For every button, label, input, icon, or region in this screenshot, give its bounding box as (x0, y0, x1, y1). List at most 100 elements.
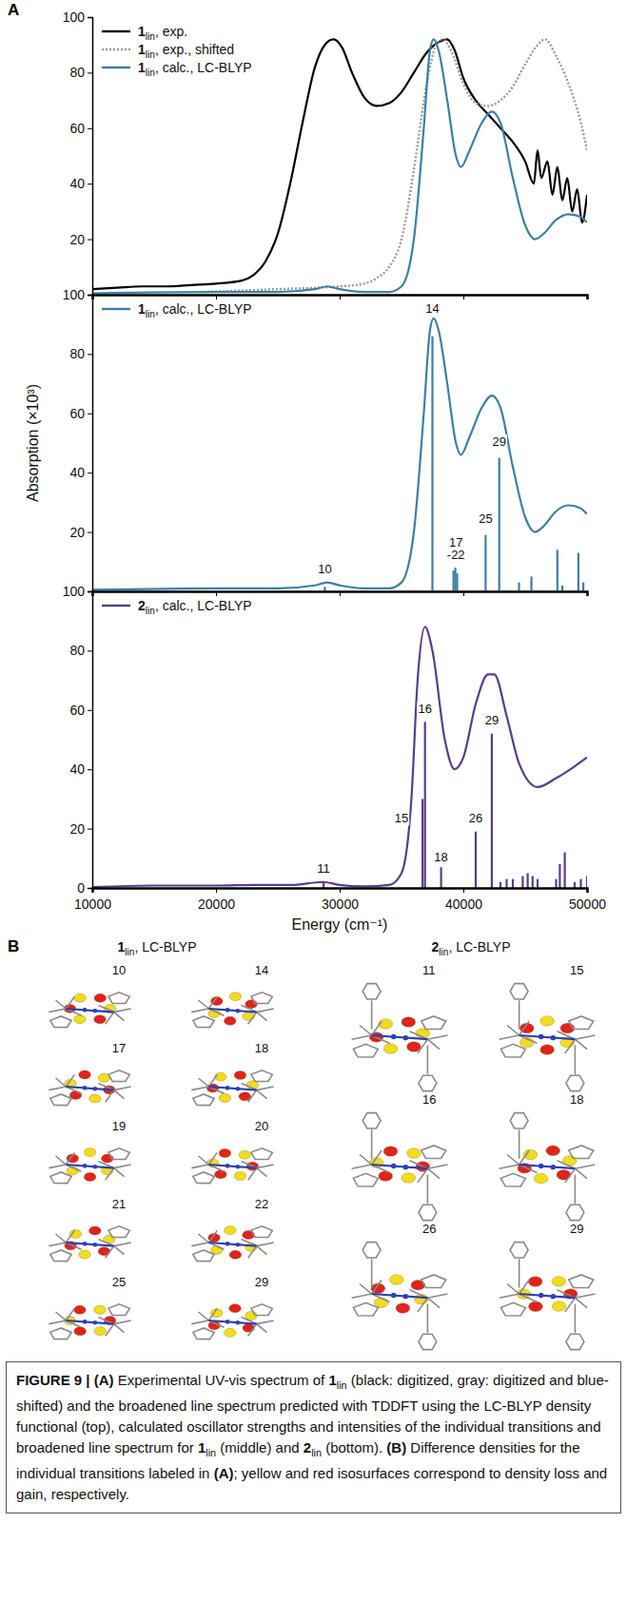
label-patch (393, 811, 410, 826)
bond (191, 1243, 209, 1248)
stick (536, 880, 539, 889)
atom (93, 1321, 98, 1327)
annotation: 29 (490, 434, 507, 450)
bond (417, 1298, 429, 1313)
bridge (208, 1243, 256, 1248)
density-cell: 29 (191, 1275, 274, 1341)
legend: 1lin, calc., LC-BLYP (101, 301, 253, 320)
bond (518, 1259, 521, 1289)
legend-entry: 1lin, calc., LC-BLYP (101, 301, 253, 320)
transition-label: 29 (254, 1275, 269, 1291)
bond (352, 1036, 373, 1040)
x-tick: 10000 (74, 888, 112, 913)
isosurface (540, 1045, 555, 1057)
density-cell: 10 (48, 963, 131, 1029)
transition-label: 16 (417, 702, 432, 717)
x-tick: 40000 (445, 888, 483, 913)
bond (65, 1075, 75, 1088)
graphic: , exp. (155, 23, 188, 40)
transition-label: 11 (422, 963, 436, 979)
y-tick: 80 (69, 643, 93, 659)
phenyl (566, 1334, 585, 1351)
label-patch (316, 562, 333, 577)
tick-mark (215, 591, 217, 597)
phenyl (362, 1243, 381, 1259)
bond (248, 1325, 257, 1338)
x-tick (463, 294, 465, 300)
bond (56, 1234, 67, 1244)
stick (561, 586, 564, 592)
density-cell: 29 (499, 1222, 596, 1352)
atom (550, 1036, 556, 1041)
bond (427, 1298, 440, 1310)
y-axis: 020406080100 (62, 584, 94, 897)
transition-label: 19 (112, 1119, 126, 1135)
isosurface (395, 1304, 411, 1315)
tick-mark (87, 183, 93, 185)
isosurface (94, 1328, 107, 1337)
annotation: 15 (393, 811, 410, 826)
atom (391, 1164, 396, 1170)
stick (505, 880, 508, 889)
stick (521, 877, 524, 889)
tick-mark (87, 17, 93, 19)
ring (108, 1071, 130, 1083)
transition-label: 15 (569, 963, 584, 979)
bond (507, 1285, 520, 1296)
bond (114, 1091, 125, 1100)
caption-text: (A) (214, 1466, 235, 1483)
graphic: lin (145, 31, 156, 42)
bond (565, 1298, 576, 1313)
isosurface (238, 1151, 252, 1160)
bond (499, 1294, 520, 1299)
tick-label: 10000 (74, 897, 112, 913)
bond (208, 1153, 217, 1166)
bond (65, 1231, 75, 1244)
bond (427, 1294, 448, 1299)
isosurface (551, 1277, 567, 1289)
stick (455, 573, 458, 592)
axis-line (93, 295, 588, 301)
bond (114, 1325, 125, 1334)
tick-label: 20 (69, 525, 85, 541)
graphic: lin (145, 606, 156, 617)
density-cell: 25 (48, 1275, 131, 1341)
isosurface (242, 1324, 255, 1333)
caption-part: (B) (386, 1440, 407, 1457)
bond (427, 1305, 430, 1334)
caption-text: (middle) and (215, 1440, 304, 1457)
legend-label: 1lin, exp., shifted (137, 41, 235, 60)
tick-label: 50000 (568, 897, 607, 913)
isosurface (389, 1275, 404, 1287)
caption-text: (bottom). (321, 1440, 387, 1457)
plot-area (92, 39, 588, 294)
ring (251, 1227, 273, 1239)
graphic: , exp., shifted (155, 41, 235, 58)
isosurface (83, 1149, 97, 1158)
bond (56, 1312, 67, 1322)
phenyl (418, 1334, 437, 1351)
atom (235, 1165, 241, 1171)
panel-label: B (7, 938, 20, 957)
atom (82, 1008, 88, 1014)
stick (322, 882, 325, 889)
bridge (65, 1243, 114, 1248)
bond (48, 1243, 66, 1248)
atom (235, 1087, 241, 1093)
tick-mark (87, 472, 93, 474)
graphic: , calc., LC-BLYP (155, 301, 253, 317)
bond (114, 1247, 125, 1256)
tick-mark (92, 888, 94, 894)
atom (403, 1294, 409, 1300)
ring (108, 1305, 130, 1317)
tick-label: 40000 (445, 897, 483, 913)
bond (114, 1165, 132, 1170)
label-patch (446, 535, 467, 563)
isosurface (229, 1251, 242, 1260)
bond (574, 1305, 577, 1334)
ring (500, 1044, 526, 1059)
y-tick: 20 (69, 822, 93, 838)
stick (582, 583, 585, 592)
chart-panel: 20406080100Absorption (×10³)1lin, calc.,… (24, 287, 588, 597)
isosurface (74, 1328, 87, 1337)
